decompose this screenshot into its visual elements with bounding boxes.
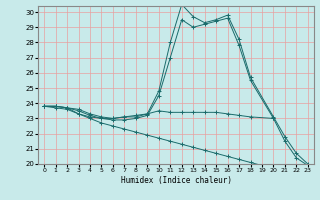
X-axis label: Humidex (Indice chaleur): Humidex (Indice chaleur): [121, 176, 231, 185]
